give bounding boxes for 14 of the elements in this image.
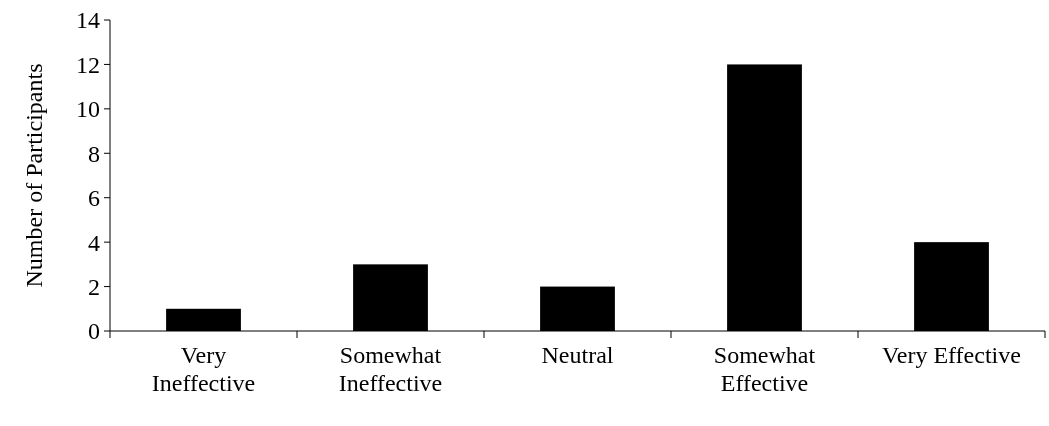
y-tick-label: 14 <box>76 7 100 34</box>
y-tick-label: 2 <box>88 273 100 300</box>
y-tick-label: 8 <box>88 140 100 167</box>
y-tick-label: 12 <box>76 51 100 78</box>
y-tick-label: 10 <box>76 96 100 123</box>
y-tick-label: 0 <box>88 318 100 345</box>
x-tick-label: Neutral <box>541 342 614 368</box>
y-tick-label: 4 <box>88 229 100 256</box>
y-tick-label: 6 <box>88 185 100 212</box>
x-tick-label: Very Ineffective <box>151 342 256 396</box>
x-tick-label: Somewhat Effective <box>713 342 816 396</box>
x-tick-label: Very Effective <box>882 342 1021 368</box>
y-axis-title: Number of Participants <box>21 63 47 288</box>
x-tick-label: Somewhat Ineffective <box>338 342 443 396</box>
